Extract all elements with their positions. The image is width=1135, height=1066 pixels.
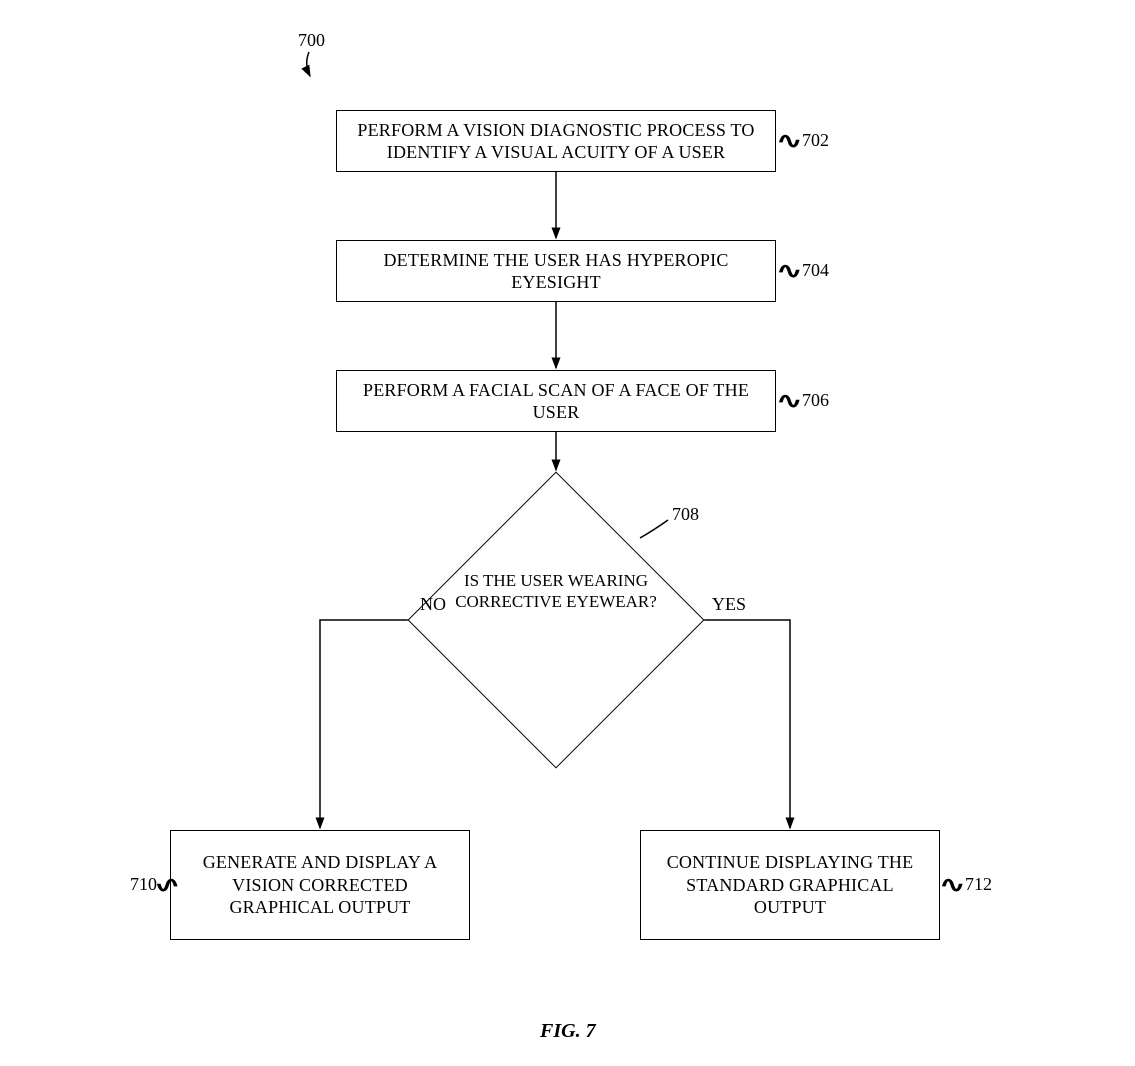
node-712-text: CONTINUE DISPLAYING THE STANDARD GRAPHIC…: [651, 851, 929, 919]
figure-caption: FIG. 7: [540, 1020, 596, 1043]
node-702: PERFORM A VISION DIAGNOSTIC PROCESS TO I…: [336, 110, 776, 172]
node-708-text: IS THE USER WEARING CORRECTIVE EYEWEAR?: [451, 570, 661, 613]
node-706-text: PERFORM A FACIAL SCAN OF A FACE OF THE U…: [347, 379, 765, 424]
node-710: GENERATE AND DISPLAY A VISION CORRECTED …: [170, 830, 470, 940]
figure-ref-700: 700: [298, 30, 325, 51]
node-702-text: PERFORM A VISION DIAGNOSTIC PROCESS TO I…: [347, 119, 765, 164]
branch-yes: YES: [712, 594, 746, 615]
tilde-710: ∿: [154, 872, 180, 898]
node-706: PERFORM A FACIAL SCAN OF A FACE OF THE U…: [336, 370, 776, 432]
tilde-706: ∿: [776, 388, 802, 414]
node-704: DETERMINE THE USER HAS HYPEROPIC EYESIGH…: [336, 240, 776, 302]
node-710-text: GENERATE AND DISPLAY A VISION CORRECTED …: [181, 851, 459, 919]
node-708-shape: [408, 472, 705, 769]
node-704-text: DETERMINE THE USER HAS HYPEROPIC EYESIGH…: [347, 249, 765, 294]
branch-no: NO: [420, 594, 446, 615]
ref-710: 710: [130, 874, 157, 895]
ref-702: 702: [802, 130, 829, 151]
flowchart-canvas: 700 PERFORM A VISION DIAGNOSTIC PROCESS …: [0, 0, 1135, 1066]
ref-708: 708: [672, 504, 699, 525]
tilde-704: ∿: [776, 258, 802, 284]
ref-704: 704: [802, 260, 829, 281]
tilde-702: ∿: [776, 128, 802, 154]
node-712: CONTINUE DISPLAYING THE STANDARD GRAPHIC…: [640, 830, 940, 940]
ref-712: 712: [965, 874, 992, 895]
tilde-712: ∿: [939, 872, 965, 898]
ref-706: 706: [802, 390, 829, 411]
